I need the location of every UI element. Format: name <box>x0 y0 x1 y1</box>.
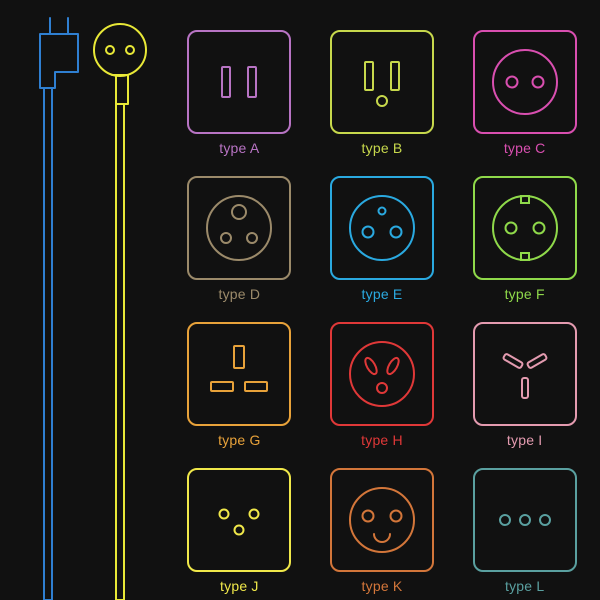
socket-label: type H <box>361 432 403 448</box>
socket-type-h-icon <box>330 322 434 426</box>
side-plug-icon <box>40 18 78 600</box>
socket-type-f-icon <box>473 176 577 280</box>
socket-cell-type-h: type H <box>325 322 440 448</box>
socket-cell-type-k: type K <box>325 468 440 594</box>
socket-label: type I <box>507 432 542 448</box>
socket-label: type G <box>218 432 260 448</box>
socket-cell-type-d: type D <box>182 176 297 302</box>
socket-cell-type-i: type I <box>467 322 582 448</box>
socket-type-d-icon <box>187 176 291 280</box>
socket-label: type D <box>218 286 260 302</box>
socket-type-k-icon <box>330 468 434 572</box>
socket-cell-type-f: type F <box>467 176 582 302</box>
socket-cell-type-j: type J <box>182 468 297 594</box>
socket-type-b-icon <box>330 30 434 134</box>
socket-cell-type-e: type E <box>325 176 440 302</box>
socket-label: type A <box>219 140 259 156</box>
socket-type-j-icon <box>187 468 291 572</box>
plug-cords-illustration <box>0 0 180 600</box>
socket-type-c-icon <box>473 30 577 134</box>
socket-cell-type-c: type C <box>467 30 582 156</box>
socket-type-a-icon <box>187 30 291 134</box>
socket-cell-type-g: type G <box>182 322 297 448</box>
socket-type-i-icon <box>473 322 577 426</box>
socket-label: type K <box>362 578 403 594</box>
socket-label: type B <box>362 140 403 156</box>
socket-cell-type-l: type L <box>467 468 582 594</box>
round-plug-icon <box>94 24 146 600</box>
socket-cell-type-a: type A <box>182 30 297 156</box>
socket-type-e-icon <box>330 176 434 280</box>
socket-label: type J <box>220 578 259 594</box>
socket-type-l-icon <box>473 468 577 572</box>
socket-label: type L <box>505 578 544 594</box>
socket-cell-type-b: type B <box>325 30 440 156</box>
socket-label: type F <box>505 286 545 302</box>
socket-label: type C <box>504 140 546 156</box>
socket-label: type E <box>362 286 403 302</box>
socket-type-grid: type A type B type C type D type E <box>182 30 582 594</box>
plug-types-infographic: type A type B type C type D type E <box>0 0 600 600</box>
socket-type-g-icon <box>187 322 291 426</box>
